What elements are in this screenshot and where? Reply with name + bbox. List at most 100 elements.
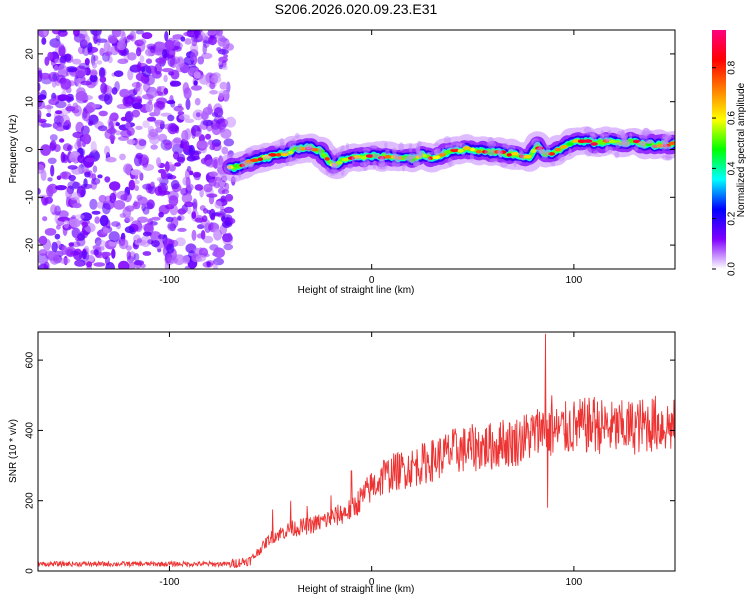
- noise-blob: [213, 229, 223, 241]
- noise-blob: [43, 105, 54, 110]
- noise-blob: [178, 57, 184, 68]
- noise-blob: [217, 35, 227, 47]
- noise-blob: [56, 175, 62, 180]
- noise-blob: [206, 261, 211, 268]
- noise-blob: [198, 74, 210, 85]
- noise-blob: [190, 52, 195, 61]
- noise-blob: [177, 227, 187, 232]
- noise-blob: [211, 123, 222, 136]
- noise-blob: [156, 86, 162, 93]
- noise-blob: [128, 89, 138, 96]
- halo-blob: [484, 149, 488, 155]
- noise-blob: [100, 82, 108, 95]
- noise-blob: [163, 74, 168, 83]
- noise-blob: [122, 206, 132, 219]
- noise-blob: [86, 261, 93, 268]
- noise-blob: [217, 213, 225, 218]
- noise-blob: [210, 75, 222, 84]
- halo-blob: [434, 149, 438, 157]
- halo-blob: [417, 140, 422, 147]
- noise-blob: [79, 250, 90, 262]
- halo-blob: [362, 147, 371, 154]
- noise-blob: [95, 239, 107, 248]
- noise-blob: [158, 211, 164, 218]
- halo-blob: [663, 139, 668, 144]
- noise-blob: [42, 216, 48, 222]
- ridge-hotspot: [276, 153, 282, 157]
- noise-blob: [155, 101, 166, 109]
- noise-blob: [99, 215, 109, 227]
- noise-blob: [192, 109, 204, 121]
- noise-blob: [164, 30, 169, 42]
- noise-blob: [127, 33, 135, 41]
- noise-blob: [205, 133, 211, 140]
- halo-blob: [593, 150, 599, 155]
- noise-blob: [145, 58, 153, 64]
- halo-blob: [443, 136, 451, 144]
- colorbar-tick-label: 0.0: [727, 262, 738, 276]
- noise-blob: [208, 38, 218, 45]
- halo-blob: [363, 164, 368, 171]
- halo-blob: [294, 133, 300, 139]
- snr-frame: [37, 331, 676, 572]
- halo-blob: [629, 132, 633, 140]
- noise-blob: [97, 125, 108, 132]
- noise-blob: [166, 173, 173, 180]
- noise-blob: [72, 181, 81, 189]
- noise-blob: [208, 139, 214, 146]
- noise-blob: [119, 153, 126, 161]
- halo-blob: [412, 161, 421, 166]
- noise-blob: [149, 231, 162, 241]
- halo-blob: [407, 155, 411, 163]
- noise-blob: [166, 100, 176, 105]
- noise-blob: [155, 57, 167, 64]
- noise-blob: [55, 185, 67, 191]
- halo-blob: [672, 138, 675, 142]
- noise-blob: [222, 233, 233, 243]
- ridge-hotspot: [360, 156, 367, 160]
- halo-blob: [461, 152, 466, 156]
- ridge-hotspot: [384, 155, 392, 159]
- noise-blob: [62, 143, 72, 152]
- noise-blob: [135, 152, 143, 160]
- halo-blob: [410, 155, 413, 165]
- noise-blob: [133, 253, 140, 262]
- noise-blob: [55, 100, 67, 109]
- spectrogram-ylabel: Frequency (Hz): [8, 115, 19, 184]
- halo-blob: [295, 144, 302, 154]
- noise-blob: [54, 205, 61, 216]
- noise-blob: [160, 171, 167, 180]
- ridge-hotspot: [439, 153, 446, 157]
- noise-blob: [174, 162, 182, 167]
- halo-blob: [290, 157, 299, 162]
- noise-blob: [167, 114, 175, 122]
- noise-blob: [132, 201, 141, 210]
- noise-blob: [38, 114, 41, 123]
- noise-blob: [187, 67, 199, 76]
- noise-blob: [82, 166, 89, 172]
- noise-blob: [191, 40, 198, 47]
- ridge-hotspot: [523, 154, 532, 159]
- noise-blob: [139, 172, 144, 181]
- halo-blob: [340, 168, 345, 176]
- noise-blob: [111, 87, 118, 95]
- noise-blob: [47, 177, 53, 182]
- noise-blob: [102, 227, 110, 234]
- noise-blob: [214, 200, 223, 209]
- noise-blob: [164, 39, 175, 51]
- spectrogram-xtick-label: -100: [159, 275, 179, 286]
- noise-blob: [67, 165, 78, 170]
- ridge-hotspot: [365, 154, 374, 158]
- noise-blob: [73, 105, 82, 117]
- spectrogram-ytick-label: 20: [25, 48, 36, 60]
- halo-blob: [589, 133, 595, 139]
- noise-blob: [90, 141, 97, 153]
- halo-blob: [584, 147, 592, 157]
- noise-blob: [202, 43, 207, 55]
- halo-blob: [513, 160, 517, 167]
- noise-blob: [74, 259, 86, 267]
- noise-blob: [170, 179, 180, 190]
- halo-blob: [665, 155, 673, 161]
- noise-blob: [81, 248, 87, 260]
- noise-blob: [81, 110, 91, 122]
